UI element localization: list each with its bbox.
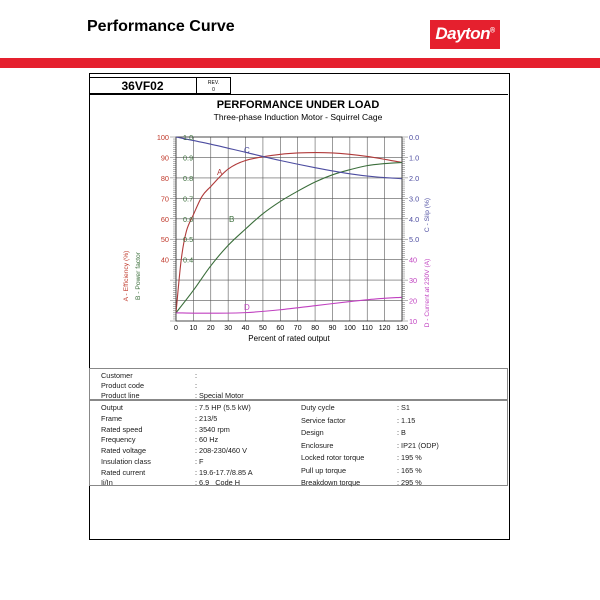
svg-text:50: 50 — [161, 235, 169, 244]
svg-text:40: 40 — [409, 256, 417, 265]
svg-text:C: C — [244, 146, 250, 155]
svg-text:40: 40 — [242, 325, 250, 332]
svg-text:1.0: 1.0 — [409, 153, 419, 162]
svg-text:3.0: 3.0 — [409, 194, 419, 203]
svg-text:0.6: 0.6 — [183, 215, 193, 224]
svg-text:90: 90 — [329, 325, 337, 332]
svg-text:Three-phase Induction Motor -: Three-phase Induction Motor - Squirrel C… — [214, 112, 383, 122]
svg-text:2.0: 2.0 — [409, 174, 419, 183]
svg-text:0.4: 0.4 — [183, 256, 193, 265]
svg-text:4.0: 4.0 — [409, 215, 419, 224]
svg-text:B - Power factor: B - Power factor — [135, 251, 142, 300]
svg-text:100: 100 — [344, 325, 356, 332]
svg-text:20: 20 — [207, 325, 215, 332]
svg-text:0.5: 0.5 — [183, 235, 193, 244]
svg-text:0.0: 0.0 — [409, 133, 419, 142]
svg-text:120: 120 — [379, 325, 391, 332]
svg-text:5.0: 5.0 — [409, 235, 419, 244]
svg-text:20: 20 — [409, 297, 417, 306]
svg-text:70: 70 — [294, 325, 302, 332]
svg-text:60: 60 — [161, 215, 169, 224]
svg-text:10: 10 — [409, 317, 417, 326]
svg-text:D: D — [244, 303, 250, 312]
svg-text:C - Slip (%): C - Slip (%) — [424, 198, 431, 232]
svg-text:100: 100 — [157, 133, 169, 142]
svg-text:1.0: 1.0 — [183, 133, 193, 142]
svg-text:90: 90 — [161, 153, 169, 162]
svg-text:50: 50 — [259, 325, 267, 332]
svg-text:D - Current at 230V (A): D - Current at 230V (A) — [424, 259, 431, 328]
svg-text:0.9: 0.9 — [183, 153, 193, 162]
svg-text:0.7: 0.7 — [183, 194, 193, 203]
svg-text:Percent of rated output: Percent of rated output — [248, 334, 330, 343]
svg-text:60: 60 — [276, 325, 284, 332]
svg-text:0: 0 — [174, 325, 178, 332]
svg-text:0.8: 0.8 — [183, 174, 193, 183]
svg-text:80: 80 — [311, 325, 319, 332]
svg-text:110: 110 — [362, 325, 373, 332]
svg-text:A - Efficiency (%): A - Efficiency (%) — [123, 251, 130, 302]
svg-text:PERFORMANCE UNDER LOAD: PERFORMANCE UNDER LOAD — [217, 99, 380, 111]
svg-text:130: 130 — [396, 325, 408, 332]
svg-text:10: 10 — [190, 325, 198, 332]
svg-text:30: 30 — [224, 325, 232, 332]
svg-text:30: 30 — [409, 276, 417, 285]
svg-text:40: 40 — [161, 256, 169, 265]
svg-text:80: 80 — [161, 174, 169, 183]
svg-text:A: A — [217, 168, 223, 177]
svg-text:B: B — [229, 215, 234, 224]
svg-text:70: 70 — [161, 194, 169, 203]
